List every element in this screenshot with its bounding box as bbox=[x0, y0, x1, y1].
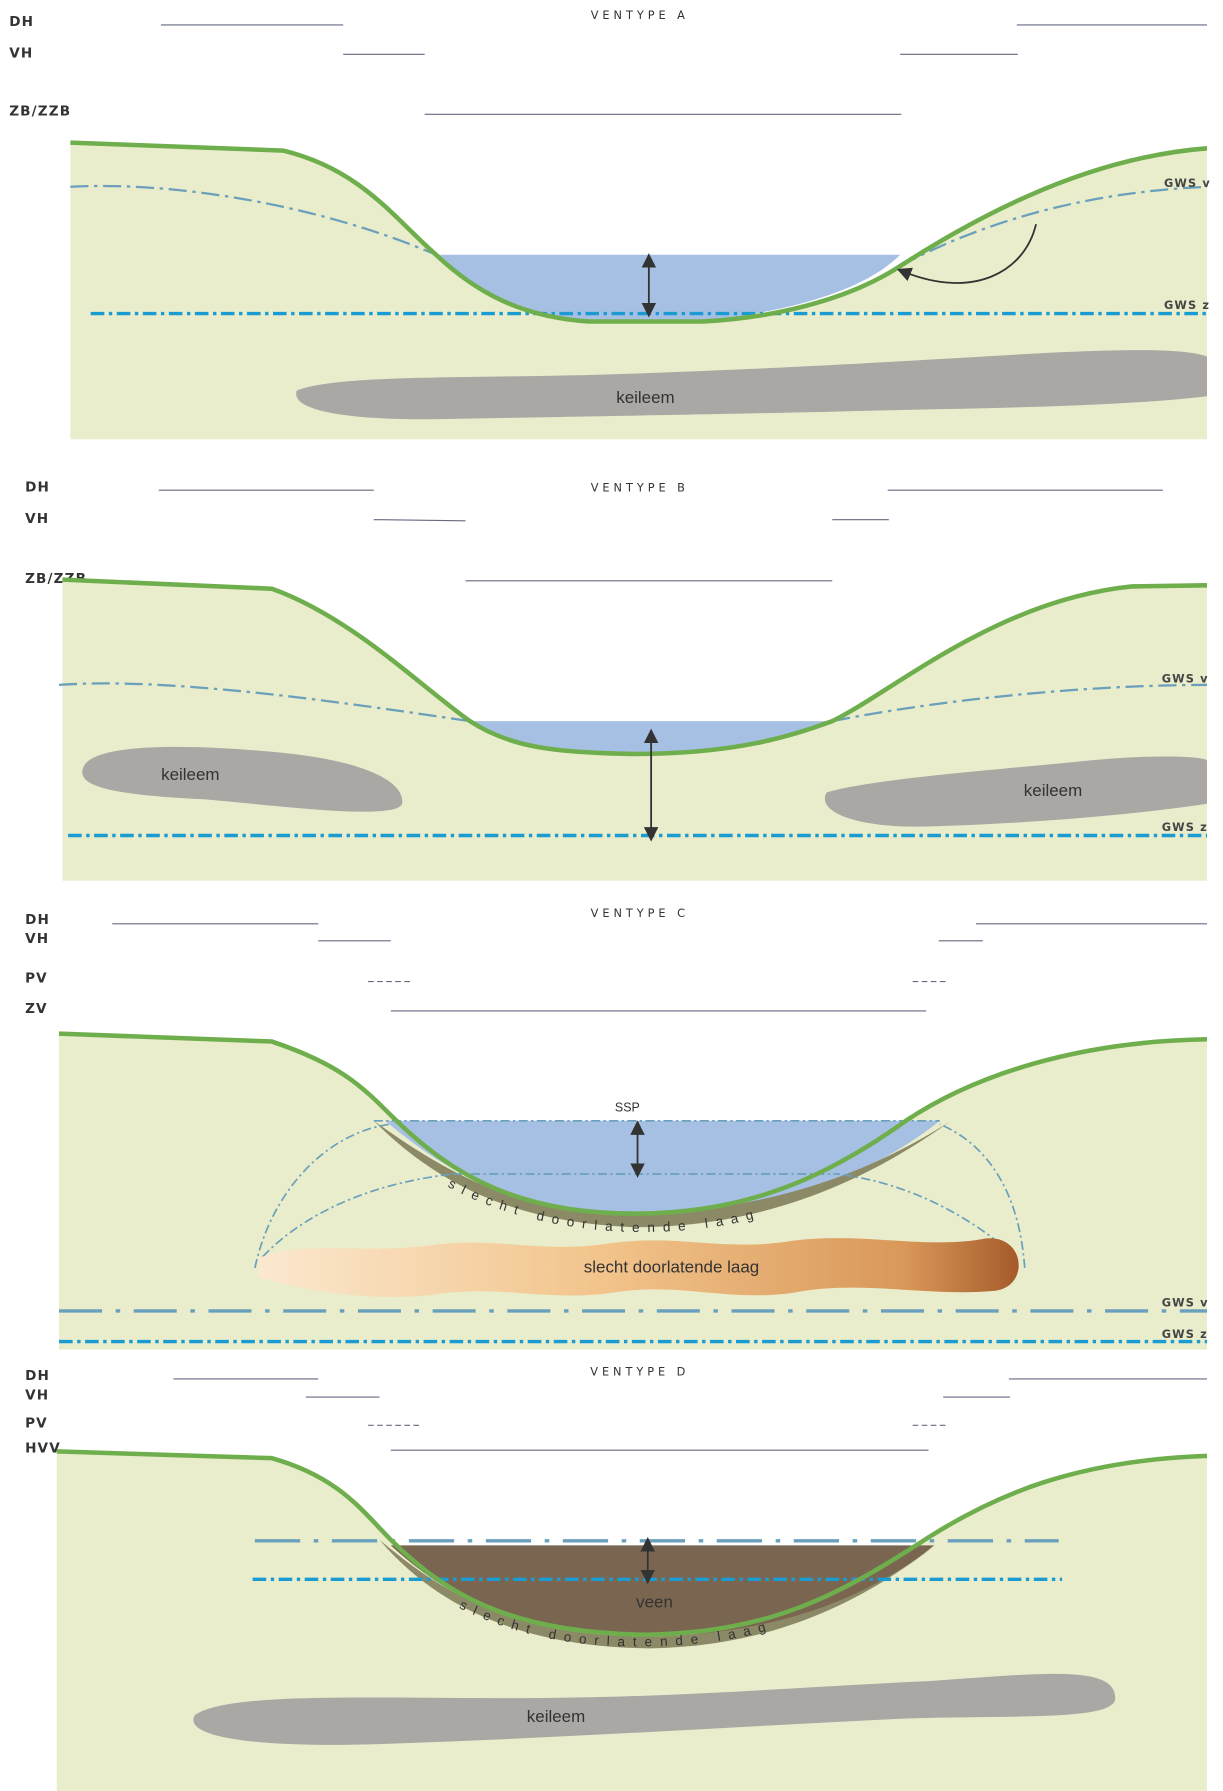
gws-label: GWS z bbox=[1162, 1327, 1208, 1341]
label: keileem bbox=[616, 388, 674, 407]
level-label: HVV bbox=[25, 1440, 61, 1456]
panel-title: VENTYPE C bbox=[591, 906, 689, 920]
label: keileem bbox=[161, 765, 219, 784]
gws-label: GWS v bbox=[1164, 176, 1211, 190]
level-label: VH bbox=[25, 931, 49, 947]
panel-b: VENTYPE B DH VH ZB/ZZB keileem keileem G… bbox=[25, 479, 1209, 880]
panel-title: VENTYPE D bbox=[590, 1365, 689, 1379]
level-label: DH bbox=[9, 14, 34, 30]
level-label: DH bbox=[25, 479, 50, 495]
page: VENTYPE A DH VH ZB/ZZB keileem GWS v GWS… bbox=[0, 0, 1223, 1791]
label: SSP bbox=[615, 1101, 640, 1115]
diagram: VENTYPE A DH VH ZB/ZZB keileem GWS v GWS… bbox=[0, 0, 1223, 1791]
label: keileem bbox=[1024, 781, 1082, 800]
gws-label: GWS v bbox=[1162, 672, 1209, 686]
level-line bbox=[374, 520, 466, 521]
label: veen bbox=[636, 1593, 673, 1612]
panel-d: VENTYPE D DH VH PV HVV veen slecht doorl… bbox=[25, 1365, 1207, 1791]
gws-label: GWS z bbox=[1162, 820, 1208, 834]
level-label: PV bbox=[25, 971, 48, 987]
panel-a: VENTYPE A DH VH ZB/ZZB keileem GWS v GWS… bbox=[9, 8, 1211, 439]
panel-title: VENTYPE B bbox=[591, 480, 689, 494]
level-label: VH bbox=[25, 1387, 49, 1403]
level-label: ZB/ZZB bbox=[9, 103, 71, 119]
label: slecht doorlatende laag bbox=[584, 1257, 759, 1276]
panel-title: VENTYPE A bbox=[591, 8, 689, 22]
label: keileem bbox=[527, 1707, 585, 1726]
panel-c: VENTYPE C DH VH PV ZV slecht doorlatende… bbox=[25, 906, 1209, 1349]
level-label: DH bbox=[25, 912, 50, 928]
level-label: DH bbox=[25, 1368, 50, 1384]
gws-label: GWS v bbox=[1162, 1295, 1209, 1309]
level-label: VH bbox=[9, 46, 33, 62]
level-label: ZV bbox=[25, 1001, 48, 1017]
gws-label: GWS z bbox=[1164, 298, 1210, 312]
level-label: PV bbox=[25, 1416, 48, 1432]
level-label: VH bbox=[25, 511, 49, 527]
